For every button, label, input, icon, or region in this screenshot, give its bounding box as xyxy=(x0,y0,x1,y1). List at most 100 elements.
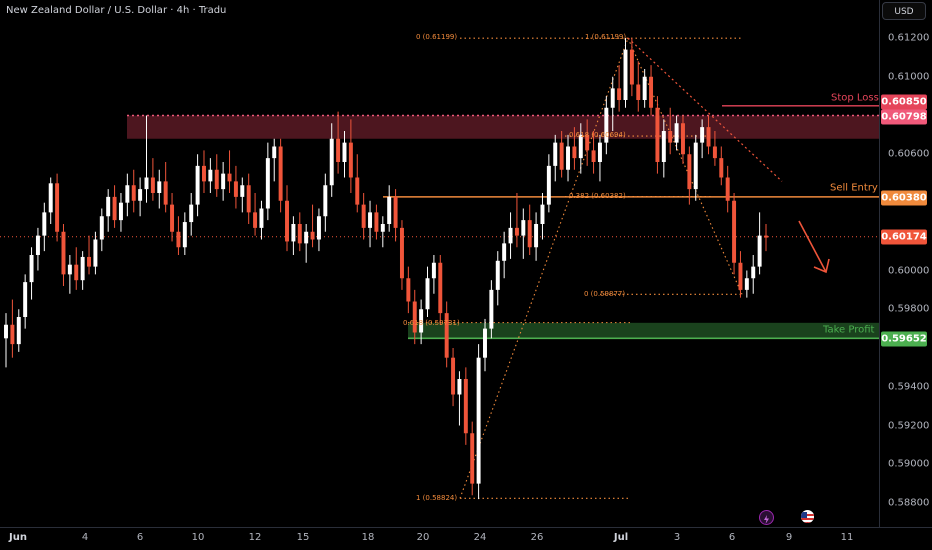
time-tick: 20 xyxy=(416,532,430,543)
time-tick: 6 xyxy=(728,532,736,543)
time-tick: 18 xyxy=(361,532,375,543)
fib-line xyxy=(459,38,629,499)
candle-body xyxy=(444,313,449,358)
candle-body xyxy=(355,177,360,205)
candle-body xyxy=(732,200,737,263)
candle-body xyxy=(93,239,98,267)
candle-body xyxy=(393,196,398,228)
candle-body xyxy=(265,158,270,209)
candle-body xyxy=(48,183,53,213)
time-tick: 11 xyxy=(840,532,854,543)
candle-body xyxy=(182,222,187,248)
fibonacci-lines xyxy=(408,37,743,499)
candle-body xyxy=(744,278,749,290)
candle-body xyxy=(285,200,289,242)
candle-body xyxy=(521,220,526,236)
candle-body xyxy=(253,212,258,228)
candle-body xyxy=(553,142,558,166)
time-tick: 24 xyxy=(473,532,487,543)
time-tick: 10 xyxy=(191,532,205,543)
stop-loss-label: Stop Loss xyxy=(831,92,879,104)
candle-body xyxy=(202,165,206,182)
candle-body xyxy=(514,227,519,236)
candle-body xyxy=(16,317,21,345)
trendline-down xyxy=(627,37,783,182)
price-tick: 0.59400 xyxy=(888,381,930,393)
currency-button[interactable]: USD xyxy=(882,2,926,20)
candle-body xyxy=(278,146,283,201)
candle-body xyxy=(604,107,609,143)
candle-body xyxy=(189,204,194,223)
sell-entry-price-label: 0.60380 xyxy=(881,190,927,206)
lightning-event-icon[interactable] xyxy=(759,510,774,525)
candle-body xyxy=(10,324,15,345)
time-tick: 15 xyxy=(296,532,310,543)
candle-body xyxy=(368,212,373,228)
time-tick: 4 xyxy=(81,532,89,543)
candle-body xyxy=(687,154,692,190)
candle-body xyxy=(233,181,238,197)
candle-body xyxy=(559,142,564,170)
candle-body xyxy=(316,216,321,240)
take-profit-label: Take Profit xyxy=(823,324,875,336)
fib-label-top-left: 0 (0.61199) xyxy=(416,33,458,41)
candle-body xyxy=(323,185,328,217)
candle-body xyxy=(259,208,264,228)
time-tick: 3 xyxy=(673,532,681,543)
resistance-price-label: 0.60798 xyxy=(881,109,927,125)
sell-entry-label: Sell Entry xyxy=(830,182,878,194)
support-zone xyxy=(408,322,879,339)
candle-body xyxy=(131,185,136,201)
candle-body xyxy=(476,357,481,484)
candle-body xyxy=(361,204,366,228)
candle-body xyxy=(629,49,634,85)
fib-line xyxy=(627,37,743,295)
down-arrow-icon xyxy=(798,220,830,274)
candle-body xyxy=(208,169,213,182)
time-tick: 9 xyxy=(785,532,793,543)
candle-body xyxy=(668,131,673,143)
us-flag-event-icon[interactable] xyxy=(801,510,814,523)
candle-body xyxy=(712,146,717,159)
candle-body xyxy=(470,433,475,484)
candle-body xyxy=(342,142,347,162)
candle-body xyxy=(406,278,411,302)
candle-body xyxy=(157,181,162,193)
candle-body xyxy=(655,107,660,162)
candle-body xyxy=(74,264,79,281)
fib-label-low-right: 0 (0.59877) xyxy=(584,290,626,298)
candle-body xyxy=(540,204,545,224)
candle-body xyxy=(240,185,245,197)
candle-body xyxy=(489,289,494,329)
candle-body xyxy=(534,224,539,248)
candle-body xyxy=(380,224,385,232)
candles xyxy=(4,38,768,500)
price-tick: 0.60600 xyxy=(888,148,930,160)
time-tick: Jun xyxy=(9,532,27,543)
candle-body xyxy=(502,243,507,261)
candle-body xyxy=(310,231,315,240)
candle-body xyxy=(700,127,705,143)
candle-body xyxy=(680,123,685,155)
fib-label-382: 0.382 (0.60382) xyxy=(569,192,626,200)
price-tick: 0.59000 xyxy=(888,458,930,470)
candle-body xyxy=(291,224,296,242)
candle-body xyxy=(419,309,424,333)
candle-body xyxy=(99,216,104,240)
candle-body xyxy=(706,127,711,147)
time-tick: Jul xyxy=(613,532,629,543)
candle-body xyxy=(661,131,666,162)
candle-body xyxy=(642,76,647,100)
candle-body xyxy=(591,150,596,162)
candle-body xyxy=(163,181,168,205)
price-tick: 0.59800 xyxy=(888,303,930,315)
candle-body xyxy=(42,212,47,236)
time-tick: 26 xyxy=(530,532,544,543)
candle-body xyxy=(623,49,628,100)
candle-body xyxy=(227,173,232,182)
candle-body xyxy=(693,142,698,190)
candle-body xyxy=(610,88,615,108)
price-axis-divider xyxy=(879,0,880,528)
candle-body xyxy=(87,256,92,267)
